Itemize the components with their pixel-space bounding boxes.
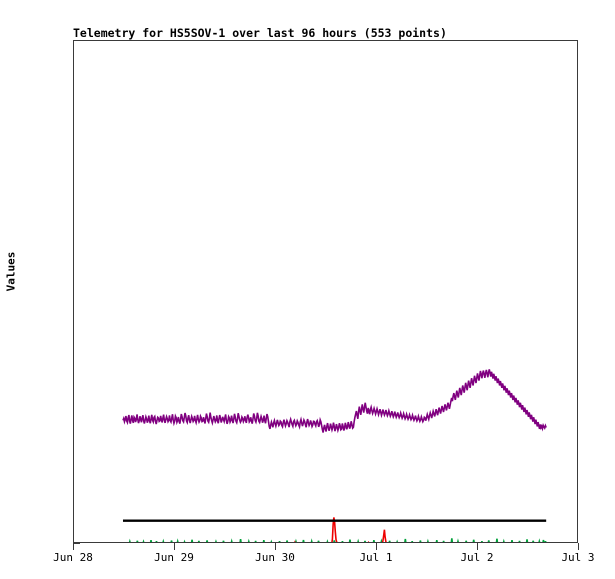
chart-title: Telemetry for HS5SOV-1 over last 96 hour… xyxy=(73,26,447,40)
x-tick-mark xyxy=(275,543,276,550)
green-series xyxy=(128,538,547,542)
plot-inner xyxy=(74,41,577,542)
red-series xyxy=(294,517,387,542)
x-tick-label: Jun 29 xyxy=(154,551,194,564)
plot-area xyxy=(73,40,578,543)
series-canvas xyxy=(122,369,547,542)
x-tick-mark xyxy=(578,543,579,550)
x-tick-label: Jul 1 xyxy=(359,551,393,564)
x-tick-label: Jul 2 xyxy=(460,551,494,564)
x-tick-mark xyxy=(376,543,377,550)
y-axis-label: Values xyxy=(4,251,18,292)
x-tick-label: Jun 28 xyxy=(53,551,93,564)
x-tick-label: Jul 3 xyxy=(561,551,595,564)
purple-series xyxy=(122,369,547,434)
x-tick-label: Jun 30 xyxy=(255,551,295,564)
x-tick-mark xyxy=(477,543,478,550)
x-tick-mark xyxy=(174,543,175,550)
x-tick-mark xyxy=(73,543,74,550)
y-tick-mark xyxy=(73,543,80,544)
